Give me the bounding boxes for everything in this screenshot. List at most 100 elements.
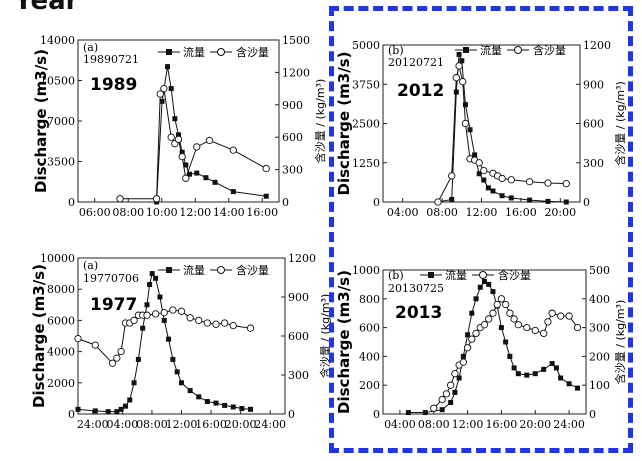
- y2-tick-label: 0: [583, 196, 590, 209]
- year-label: 1989: [90, 75, 137, 95]
- discharge-point: [545, 198, 551, 204]
- y-tick-label: 1250: [352, 157, 380, 170]
- discharge-point: [511, 365, 517, 371]
- sediment-point: [205, 136, 214, 145]
- highlight-frame: [329, 6, 633, 453]
- sediment-point: [246, 324, 255, 332]
- sediment-point: [220, 319, 229, 327]
- sediment-point: [514, 321, 522, 329]
- discharge-point: [204, 399, 210, 405]
- chart-panel-1977: 0 2000 4000 6000 8000 10000 0 300 600 900 1200 24:0…: [30, 252, 332, 431]
- discharge-point: [422, 410, 428, 416]
- discharge-point: [149, 271, 155, 277]
- y-tick-label: 5000: [352, 39, 380, 52]
- year-label: 2013: [395, 303, 442, 323]
- y-tick-label: 6000: [47, 314, 75, 327]
- y-tick-label: 14000: [40, 34, 75, 47]
- x-tick-label: 12:00: [166, 418, 198, 431]
- discharge-point: [187, 388, 193, 394]
- panel-label: (b): [388, 44, 404, 57]
- y2-tick-label: 500: [589, 264, 610, 277]
- y2-tick-label: 400: [589, 293, 610, 306]
- discharge-point: [452, 389, 458, 395]
- y-tick-label: 0: [68, 196, 75, 209]
- discharge-point: [405, 410, 411, 416]
- discharge-point: [196, 394, 202, 400]
- y2-tick-label: 0: [589, 408, 596, 421]
- discharge-point: [549, 361, 555, 367]
- discharge-point: [532, 371, 538, 377]
- event-code: 20120721: [388, 56, 444, 69]
- discharge-point: [213, 400, 219, 406]
- sediment-point: [169, 306, 177, 314]
- legend-sediment-marker: [217, 48, 225, 56]
- sediment-point: [573, 323, 582, 332]
- sediment-point: [497, 295, 506, 303]
- sediment-point: [506, 309, 514, 317]
- sediment-series-line: [433, 297, 578, 409]
- sediment-point: [544, 179, 552, 187]
- discharge-point: [114, 409, 120, 415]
- discharge-point: [490, 289, 496, 295]
- sediment-point: [448, 172, 456, 180]
- discharge-point: [239, 406, 245, 412]
- sediment-point: [262, 164, 270, 173]
- discharge-point: [135, 356, 141, 362]
- sediment-point: [203, 319, 212, 327]
- discharge-point: [507, 353, 513, 359]
- y2-tick-label: 100: [589, 379, 610, 392]
- x-tick-label: 20:00: [225, 418, 257, 431]
- discharge-point: [439, 407, 445, 413]
- x-tick-label: 08:00: [426, 206, 458, 219]
- sediment-point: [177, 307, 186, 315]
- discharge-point: [157, 294, 163, 300]
- sediment-point: [74, 334, 82, 343]
- y2-tick-label: 600: [288, 330, 309, 343]
- sediment-point: [459, 358, 468, 366]
- x-tick-label: 10:00: [146, 206, 178, 219]
- discharge-point: [575, 385, 581, 391]
- sediment-point: [531, 326, 539, 335]
- sediment-point: [480, 321, 489, 329]
- discharge-point: [566, 381, 572, 387]
- discharge-point: [558, 375, 564, 381]
- y-tick-label: 2000: [47, 377, 75, 390]
- discharge-point: [527, 197, 533, 203]
- chart-panel-1989: 0 3500 7000 10500 14000 0 300 600 900 1200 1500 06:…: [32, 34, 327, 219]
- x-tick-label: 04:00: [387, 206, 419, 219]
- discharge-point: [473, 296, 479, 302]
- y-axis-title: Discharge (m3/s): [335, 270, 353, 414]
- sediment-point: [167, 133, 175, 141]
- legend-sediment-label: 含沙量: [236, 45, 269, 59]
- sediment-point: [447, 381, 455, 389]
- discharge-point: [459, 58, 465, 64]
- discharge-point: [460, 353, 466, 359]
- discharge-point: [176, 132, 181, 138]
- x-tick-label: 04:00: [384, 418, 416, 431]
- sediment-point: [556, 312, 565, 320]
- y2-tick-label: 300: [583, 157, 604, 170]
- sediment-point: [459, 77, 467, 86]
- discharge-point: [263, 193, 269, 199]
- discharge-point: [469, 310, 475, 316]
- sediment-point: [507, 176, 515, 184]
- sediment-point: [480, 166, 488, 175]
- sediment-point: [493, 300, 501, 309]
- discharge-point: [159, 98, 165, 104]
- discharge-point: [118, 406, 124, 412]
- y2-tick-label: 600: [583, 118, 604, 131]
- legend-sediment-label: 含沙量: [498, 268, 531, 282]
- sediment-point: [178, 152, 186, 161]
- x-tick-label: 08:00: [112, 206, 144, 219]
- sediment-point: [485, 315, 493, 323]
- sediment-point: [510, 315, 518, 323]
- sediment-point: [152, 195, 161, 203]
- discharge-point: [524, 372, 530, 378]
- sediment-point: [463, 344, 472, 352]
- y2-tick-label: 0: [282, 196, 289, 209]
- discharge-point: [170, 356, 176, 362]
- y2-axis-title: 含沙量 / (kg/m³): [318, 294, 332, 378]
- discharge-point: [472, 152, 478, 158]
- y-tick-label: 0: [373, 408, 380, 421]
- discharge-point: [166, 336, 172, 342]
